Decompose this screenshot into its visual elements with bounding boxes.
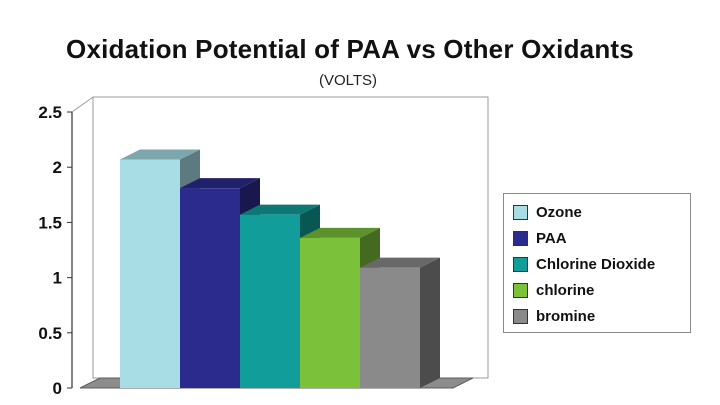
legend-swatch bbox=[513, 204, 528, 220]
y-tick-label: 2.5 bbox=[38, 103, 62, 122]
legend-swatch bbox=[513, 308, 528, 324]
bar-side-bromine bbox=[420, 257, 440, 388]
bar-top-bromine bbox=[360, 257, 440, 268]
legend-label: Chlorine Dioxide bbox=[536, 255, 656, 273]
bar-top-ozone bbox=[120, 149, 200, 160]
legend-label: bromine bbox=[536, 307, 596, 325]
bar-top-paa bbox=[180, 178, 260, 189]
legend-item: PAA bbox=[513, 228, 567, 248]
y-tick-label: 2 bbox=[53, 158, 62, 177]
bar-top-chlorine bbox=[300, 227, 380, 238]
legend-swatch bbox=[513, 230, 528, 246]
legend-item: Ozone bbox=[513, 202, 582, 222]
chart-subtitle: (VOLTS) bbox=[318, 72, 378, 89]
bar-bromine bbox=[360, 267, 420, 388]
legend-swatch bbox=[513, 256, 528, 272]
legend-item: bromine bbox=[513, 306, 595, 326]
bar-chlorine bbox=[300, 237, 360, 388]
side-wall-top-edge bbox=[71, 96, 94, 113]
legend-item: chlorine bbox=[513, 280, 594, 300]
legend-swatch bbox=[513, 282, 528, 298]
y-tick-label: 1.5 bbox=[38, 213, 62, 232]
legend-label: Ozone bbox=[536, 203, 582, 221]
legend-item: Chlorine Dioxide bbox=[513, 254, 655, 274]
bar-chlorine-dioxide bbox=[240, 214, 300, 388]
y-tick-label: 1 bbox=[53, 269, 62, 288]
y-tick-label: 0 bbox=[53, 379, 62, 398]
chart-title: Oxidation Potential of PAA vs Other Oxid… bbox=[66, 34, 634, 64]
legend-label: chlorine bbox=[536, 281, 595, 299]
legend-label: PAA bbox=[536, 229, 567, 247]
y-tick-label: 0.5 bbox=[38, 324, 62, 343]
bar-ozone bbox=[120, 159, 180, 388]
bar-paa bbox=[180, 188, 240, 388]
bar-top-chlorine-dioxide bbox=[240, 204, 320, 215]
chart-legend: Ozone PAA Chlorine Dioxide chlorine bromine bbox=[503, 193, 691, 333]
